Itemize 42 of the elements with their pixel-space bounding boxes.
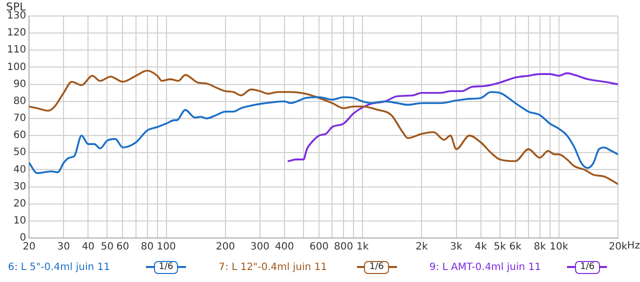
x-tick-label: 40 — [82, 242, 95, 253]
text: 1/6 — [575, 260, 600, 274]
x-tick-label: 20 — [22, 242, 36, 253]
x-tick-label: 600 — [310, 242, 329, 253]
y-tick-label: 120 — [6, 28, 26, 39]
x-axis-title: Hz — [627, 240, 640, 252]
text: 1/6 — [154, 260, 178, 274]
y-tick-label: 130 — [6, 10, 26, 22]
x-tick-label: 200 — [216, 242, 235, 253]
y-tick-label: 90 — [13, 78, 26, 90]
y-tick-label: 10 — [13, 216, 26, 227]
x-tick-label: 800 — [334, 242, 354, 253]
text: 1/6 — [364, 260, 389, 274]
y-tick-label: 20 — [13, 198, 26, 210]
y-tick-label: 100 — [6, 62, 26, 73]
x-tick-label: 8k — [534, 242, 546, 253]
y-tick-label: 30 — [13, 181, 26, 192]
text: 7: L 12"-0.4ml juin 11 — [218, 262, 328, 272]
x-tick-label: 30 — [57, 242, 70, 253]
y-tick-label: 70 — [13, 113, 26, 124]
x-tick-label: 100 — [156, 242, 176, 253]
y-tick-label: 40 — [13, 164, 26, 176]
x-tick-label: 2k — [416, 242, 428, 253]
x-tick-label: 300 — [250, 242, 270, 253]
y-tick-label: 80 — [13, 96, 26, 107]
x-tick-label: 60 — [116, 242, 130, 253]
x-tick-label: 50 — [100, 242, 114, 253]
y-tick-label: 50 — [13, 147, 26, 158]
y-tick-label: 60 — [13, 130, 26, 142]
x-tick-label: 20k — [608, 242, 628, 253]
x-tick-label: 1k — [356, 242, 369, 253]
x-tick-label: 3k — [450, 242, 463, 253]
x-tick-label: 6k — [509, 242, 522, 253]
x-tick-label: 10k — [550, 242, 568, 253]
x-tick-label: 5k — [494, 242, 506, 253]
y-tick-label: 0 — [20, 232, 26, 244]
x-tick-label: 4k — [474, 242, 488, 253]
x-tick-label: 400 — [274, 242, 294, 253]
x-tick-label: 80 — [140, 242, 154, 253]
y-tick-label: 110 — [6, 44, 26, 56]
text: 9: L AMT-0.4ml juin 11 — [429, 262, 542, 272]
text: 6: L 5"-0.4ml juin 11 — [8, 262, 111, 272]
